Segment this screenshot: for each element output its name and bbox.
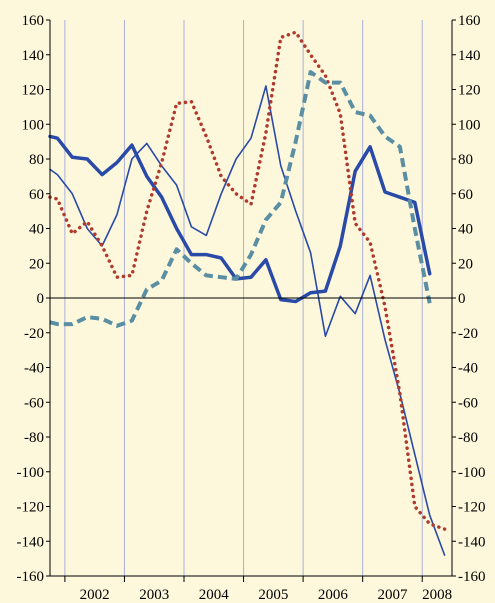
x-tick-label: 2002: [80, 587, 110, 603]
y-tick-label-left: -100: [17, 465, 45, 481]
y-tick-label-right: -20: [458, 326, 478, 342]
y-tick-label-right: 60: [458, 187, 473, 203]
y-tick-label-right: 40: [458, 222, 473, 238]
y-tick-label-right: 0: [458, 291, 466, 307]
series-line-dashed: [49, 70, 432, 328]
y-tick-label-right: -60: [458, 395, 478, 411]
y-tick-label-left: 100: [22, 117, 45, 133]
y-tick-label-left: -120: [17, 500, 45, 516]
y-tick-label-right: 80: [458, 152, 473, 168]
x-tick-label: 2007: [377, 587, 408, 603]
y-tick-label-left: -140: [17, 534, 45, 550]
series-layer: [48, 30, 447, 556]
y-tick-label-right: 160: [458, 13, 481, 29]
y-tick-label-right: -120: [458, 500, 486, 516]
x-tick-label: 2004: [199, 587, 230, 603]
y-tick-label-left: -160: [17, 569, 45, 585]
y-tick-label-right: -80: [458, 430, 478, 446]
y-tick-label-left: 60: [29, 187, 44, 203]
series-line-thick-solid: [48, 134, 432, 304]
y-tick-label-right: -160: [458, 569, 486, 585]
y-tick-label-right: 120: [458, 83, 481, 99]
y-tick-label-right: -100: [458, 465, 486, 481]
axis-layer: [46, 19, 456, 582]
y-tick-label-left: 20: [29, 256, 44, 272]
y-tick-label-left: -80: [24, 430, 44, 446]
y-tick-label-right: 100: [458, 117, 481, 133]
y-tick-label-left: -60: [24, 395, 44, 411]
y-tick-label-left: 80: [29, 152, 44, 168]
y-tick-label-left: 160: [22, 13, 45, 29]
y-tick-label-right: -140: [458, 534, 486, 550]
label-layer: 160 160 140 140 120 120 100 100 80 80 60 60 40 40 20 20…: [17, 13, 486, 603]
y-tick-label-left: 140: [22, 48, 45, 64]
x-tick-label: 2006: [318, 587, 349, 603]
y-tick-label-right: 20: [458, 256, 473, 272]
series-line-thin-solid: [49, 85, 446, 556]
x-tick-label: 2005: [258, 587, 288, 603]
y-tick-label-left: 40: [29, 222, 44, 238]
series-line-dotted: [48, 30, 447, 531]
y-tick-label-right: -40: [458, 361, 478, 377]
y-tick-label-left: 0: [37, 291, 45, 307]
y-tick-label-left: -40: [24, 361, 44, 377]
y-tick-label-left: 120: [22, 83, 45, 99]
x-tick-label: 2003: [139, 587, 169, 603]
y-tick-label-right: 140: [458, 48, 481, 64]
x-tick-label: 2008: [422, 587, 452, 603]
y-tick-label-left: -20: [24, 326, 44, 342]
